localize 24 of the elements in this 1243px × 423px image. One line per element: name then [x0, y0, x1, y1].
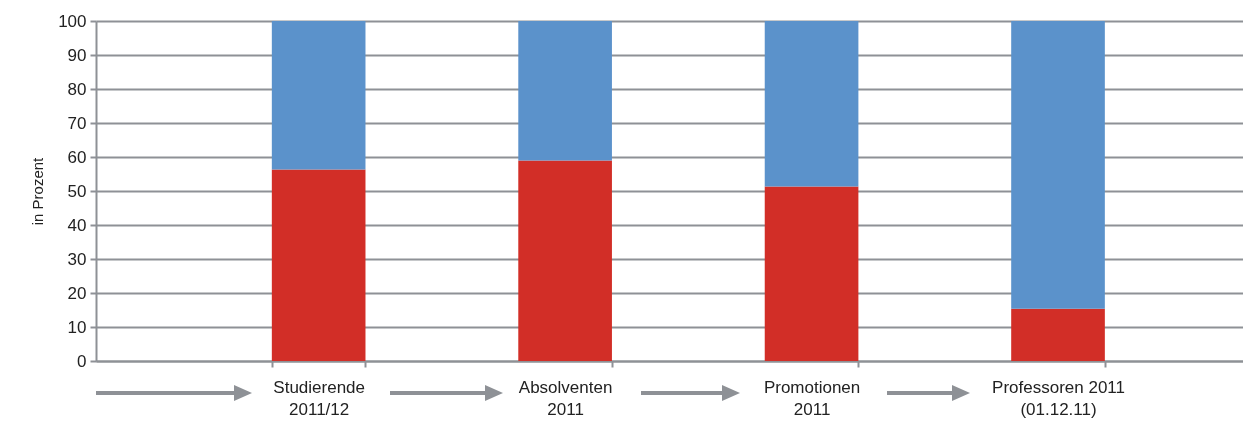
y-tick-label: 10: [67, 317, 87, 337]
y-tick-label: 50: [67, 181, 87, 201]
bar: [764, 21, 859, 187]
bar: [1011, 308, 1105, 361]
bar: [1011, 21, 1105, 309]
y-axis-title: in Prozent: [29, 156, 47, 226]
x-tick-label: Promotionen 2011: [763, 377, 861, 419]
y-tick-label: 30: [67, 249, 87, 269]
bar: [518, 160, 612, 361]
y-tick-label: 60: [67, 147, 87, 167]
x-tick-label: Professoren 2011 (01.12.11): [992, 377, 1125, 419]
y-tick-label: 80: [67, 79, 87, 99]
bar: [518, 21, 612, 161]
y-tick-label: 100: [58, 11, 87, 31]
x-tick-label: Absolventen 2011: [518, 377, 613, 419]
y-tick-label: 40: [67, 215, 87, 235]
y-tick-label: 20: [67, 283, 87, 303]
y-tick-label: 0: [77, 351, 87, 371]
bar: [271, 169, 366, 361]
y-tick-label: 90: [67, 45, 87, 65]
x-tick-label: Studierende 2011/12: [273, 377, 365, 419]
bar: [764, 186, 859, 361]
bar: [271, 21, 366, 170]
y-tick-label: 70: [67, 113, 87, 133]
